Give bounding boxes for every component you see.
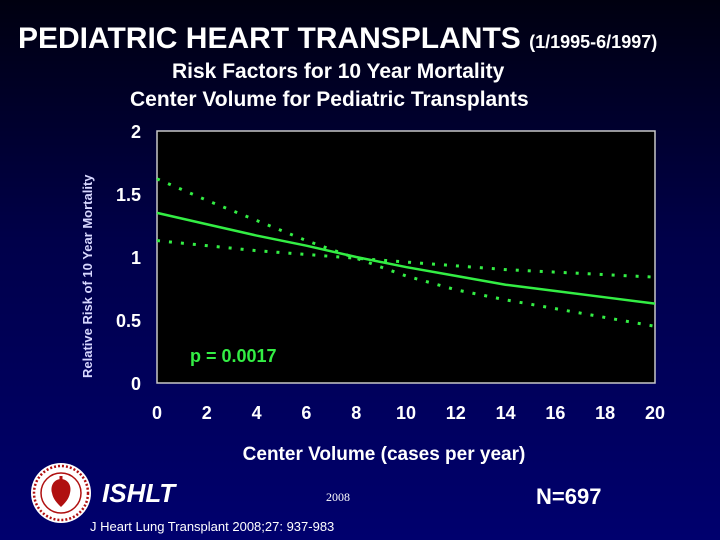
x-ticks: 0 2 4 6 8 10 12 14 16 18 20 — [152, 403, 665, 423]
y-tick-label: 0.5 — [116, 311, 141, 331]
series-group — [156, 177, 656, 328]
brand-text: ISHLT — [102, 478, 176, 508]
x-tick-label: 0 — [152, 403, 162, 423]
estimate-line — [156, 211, 656, 305]
x-tick-label: 6 — [301, 403, 311, 423]
p-value-annotation: p = 0.0017 — [190, 346, 277, 366]
y-tick-label: 1.5 — [116, 185, 141, 205]
title-main: PEDIATRIC HEART TRANSPLANTS — [18, 22, 521, 55]
ishlt-logo-icon — [31, 463, 91, 523]
y-ticks: 2 1.5 1 0.5 0 — [116, 122, 141, 394]
sample-size: N=697 — [536, 484, 602, 509]
subtitle-line2: Center Volume for Pediatric Transplants — [130, 88, 529, 111]
x-tick-label: 8 — [351, 403, 361, 423]
page-title: PEDIATRIC HEART TRANSPLANTS (1/1995-6/19… — [18, 22, 657, 56]
citation: J Heart Lung Transplant 2008;27: 937-983 — [90, 519, 335, 534]
plot-area — [156, 130, 656, 384]
y-tick-label: 0 — [131, 374, 141, 394]
x-tick-label: 14 — [496, 403, 516, 423]
x-tick-label: 2 — [202, 403, 212, 423]
title-dates: (1/1995-6/1997) — [529, 32, 658, 52]
subtitle-line1: Risk Factors for 10 Year Mortality — [172, 60, 505, 83]
x-tick-label: 10 — [396, 403, 416, 423]
y-tick-label: 2 — [131, 122, 141, 142]
year-text: 2008 — [326, 490, 350, 504]
x-tick-label: 16 — [545, 403, 565, 423]
x-tick-label: 20 — [645, 403, 665, 423]
x-tick-label: 18 — [595, 403, 615, 423]
x-tick-label: 4 — [252, 403, 262, 423]
x-axis-label: Center Volume (cases per year) — [243, 444, 526, 465]
y-tick-label: 1 — [131, 248, 141, 268]
x-tick-label: 12 — [446, 403, 466, 423]
